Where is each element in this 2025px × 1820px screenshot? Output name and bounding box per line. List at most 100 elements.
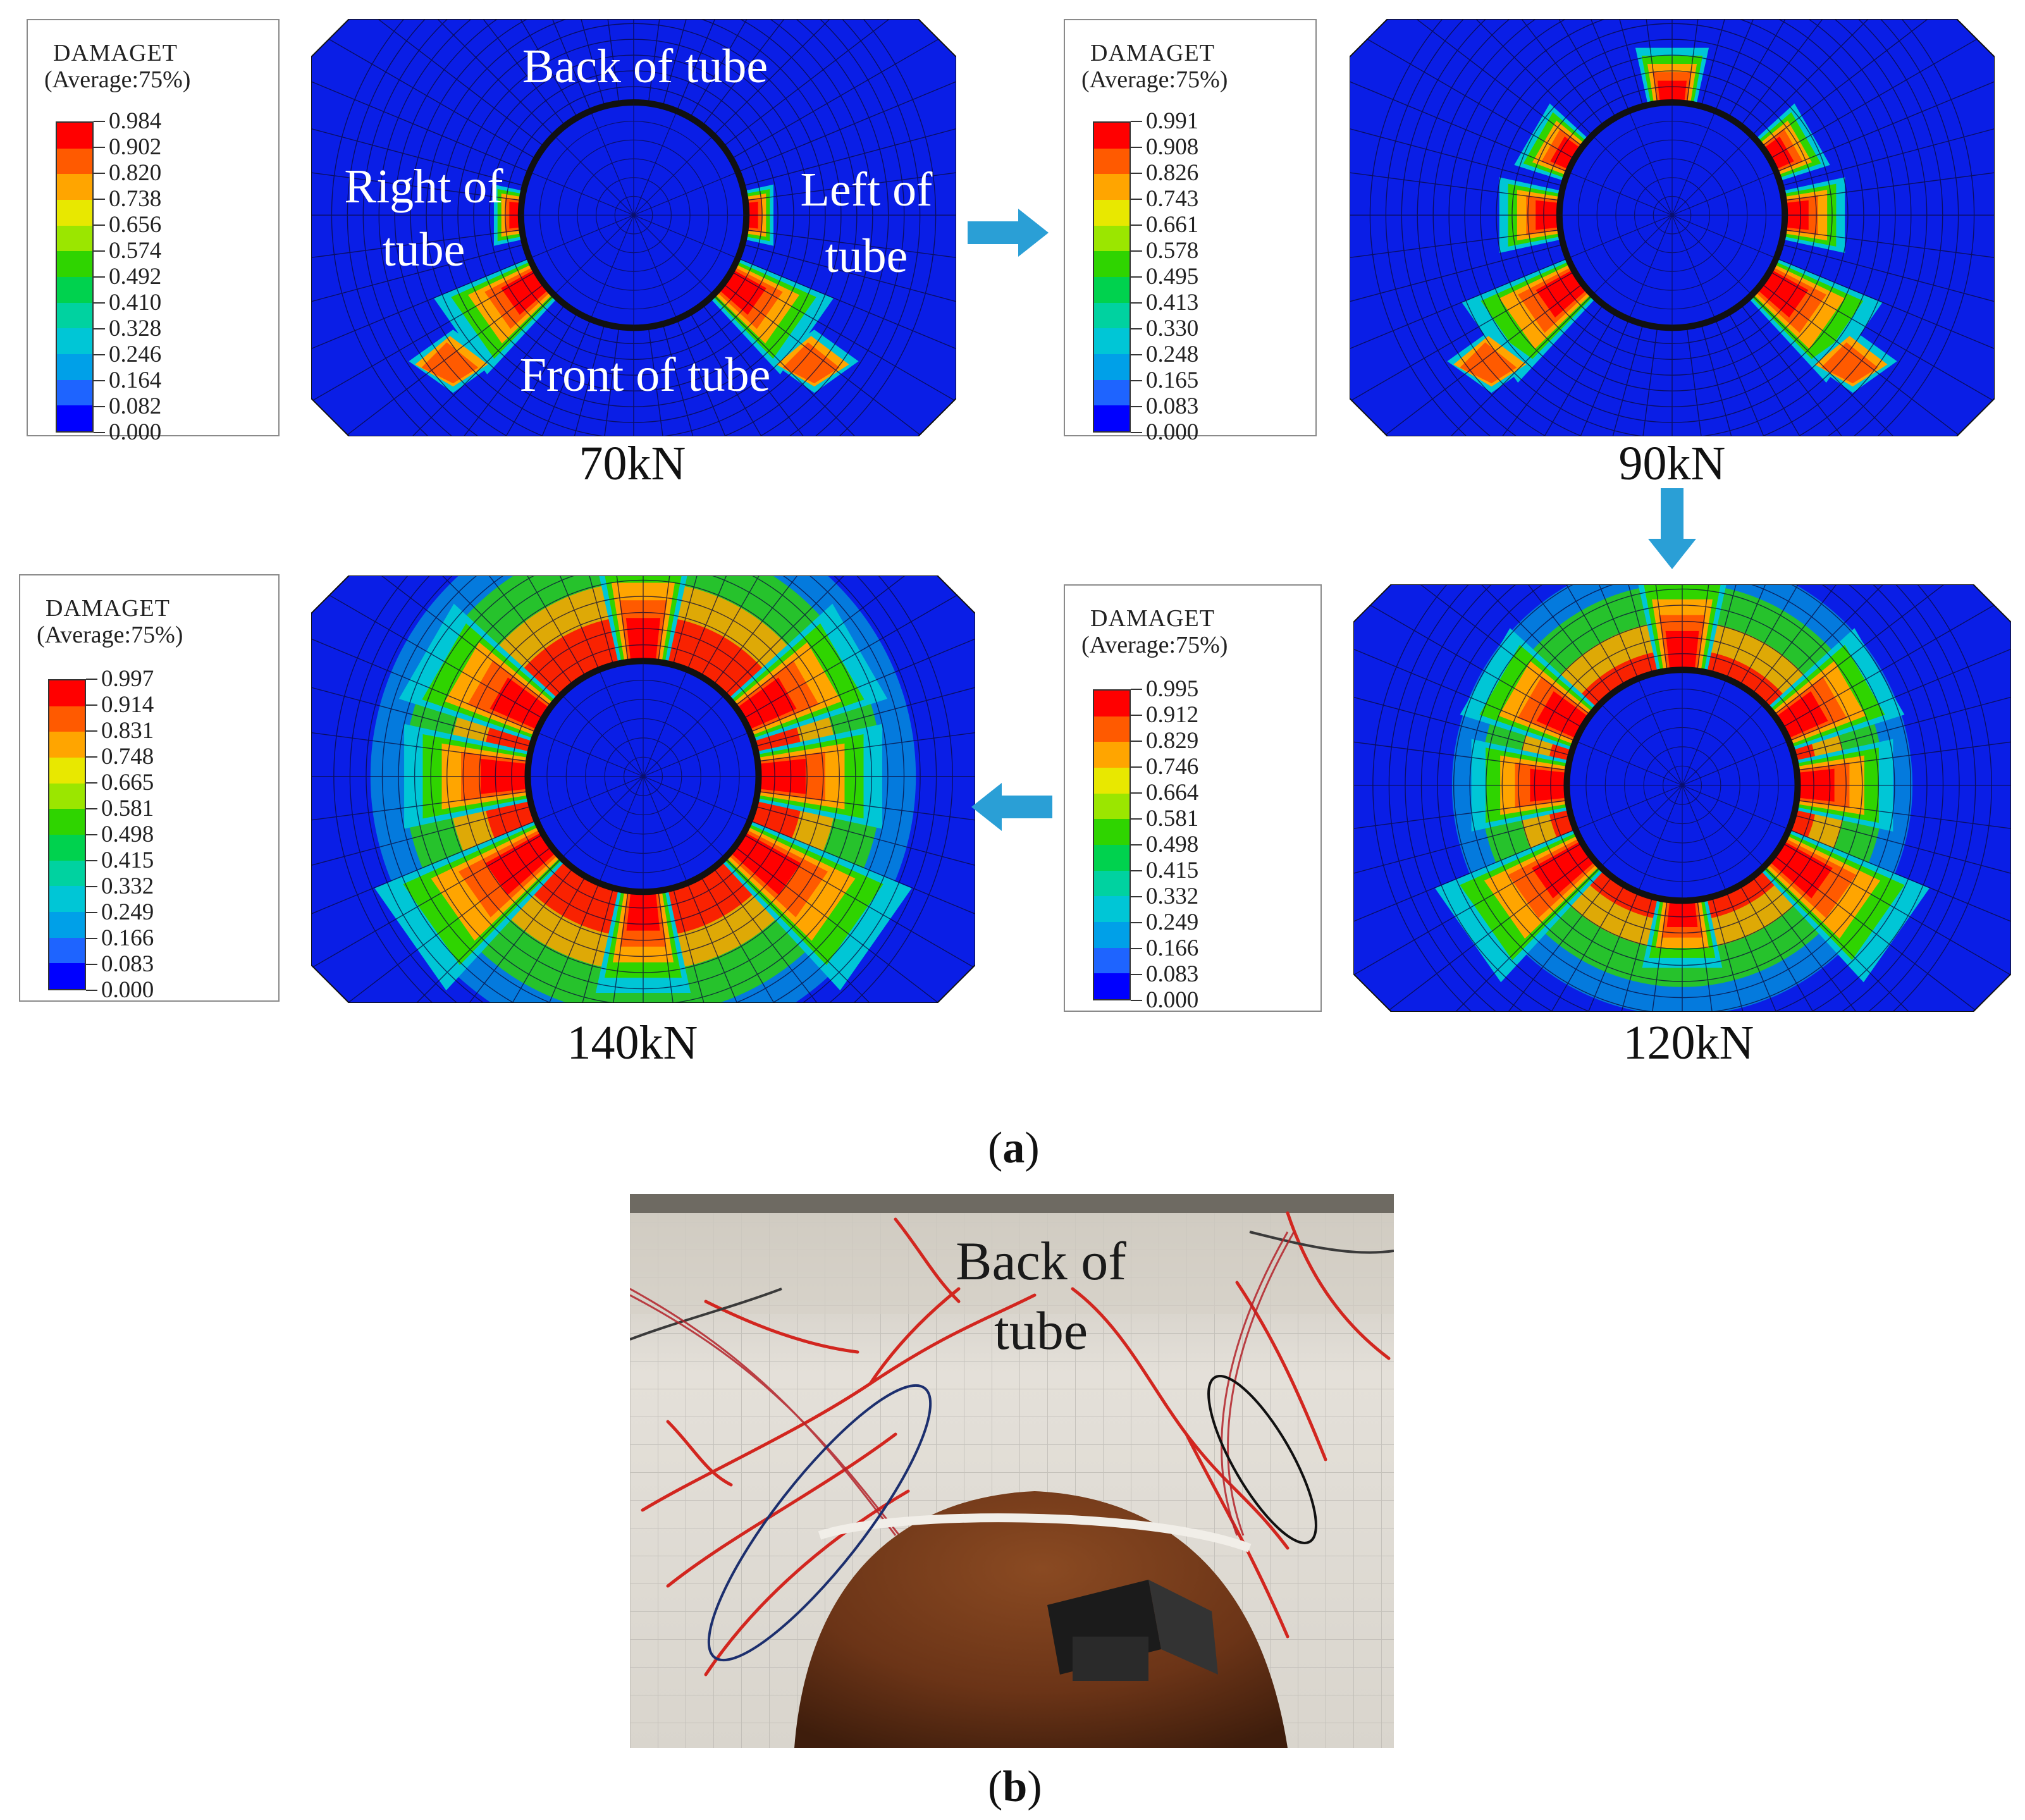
legend-value: 0.164 [109, 367, 162, 393]
legend-color-band [57, 123, 92, 149]
tube-mesh [520, 102, 747, 328]
label-front-of-tube: Front of tube [519, 348, 771, 402]
legend-tick [94, 302, 105, 304]
legend-value: 0.166 [1146, 935, 1199, 961]
legend-subtitle: (Average:75%) [37, 622, 183, 648]
legend-tick [94, 173, 105, 174]
legend-value: 0.746 [1146, 754, 1199, 780]
legend-color-band [57, 379, 92, 406]
damage-region [1460, 342, 1517, 384]
legend-value: 0.831 [101, 718, 154, 744]
legend-value: 0.829 [1146, 728, 1199, 754]
legend-value: 0.328 [109, 316, 162, 341]
damage-region [1532, 842, 1594, 899]
legend-tick [1131, 432, 1142, 433]
legend-tick [1131, 199, 1142, 200]
damage-region [1536, 270, 1586, 318]
legend-tick [86, 756, 97, 758]
legend-value: 0.908 [1146, 134, 1199, 160]
load-label-90kn: 90kN [1618, 437, 1726, 490]
legend-tick [1131, 173, 1142, 174]
legend-value: 0.166 [101, 925, 154, 951]
legend-value: 0.495 [1146, 264, 1199, 290]
damage-region [1550, 136, 1580, 169]
damage-region [720, 270, 766, 315]
legend-tick [1131, 250, 1142, 252]
legend-subtitle: (Average:75%) [44, 66, 191, 93]
damage-region [421, 342, 479, 384]
legend-tick [94, 276, 105, 278]
tube-mesh [527, 661, 759, 892]
legend-color-band [1094, 767, 1129, 794]
arrow-right-icon [968, 209, 1049, 257]
legend-value: 0.330 [1146, 316, 1199, 341]
label-right-of-tube-line1: Right of [344, 160, 503, 213]
legend-color-band [1094, 123, 1129, 149]
damage-region [732, 833, 801, 895]
legend-color-band [57, 225, 92, 252]
arrow-shape [1648, 488, 1696, 569]
legend-color-band [1094, 354, 1129, 380]
legend-value: 0.246 [109, 341, 162, 367]
legend-value: 0.661 [1146, 212, 1199, 238]
legend-tick [94, 199, 105, 200]
legend-tick [94, 250, 105, 252]
legend-tick [94, 380, 105, 381]
legend-tick [86, 886, 97, 887]
legend-color-band [1094, 691, 1129, 716]
damage-region [501, 270, 548, 315]
arrow-left-icon [971, 783, 1052, 831]
caption-paren-open: ( [988, 1762, 1003, 1811]
legend-tick [94, 354, 105, 355]
legend-tick [94, 121, 105, 122]
legend-tick [1131, 689, 1142, 690]
mesh-grid [1350, 19, 1995, 436]
label-left-of-tube-line1: Left of [800, 163, 933, 216]
legend-tick [94, 147, 105, 148]
mesh-plot [1353, 584, 2012, 1012]
legend-value: 0.574 [109, 238, 162, 264]
load-label-140kn: 140kN [567, 1016, 698, 1069]
legend-color-band [1094, 276, 1129, 303]
legend-tick [1131, 354, 1142, 355]
legend-color-band [49, 706, 85, 732]
tube-rim [818, 1513, 1252, 1553]
legend-color-band [1094, 742, 1129, 768]
legend-tick [1131, 766, 1142, 768]
legend-color-band [57, 276, 92, 303]
legend-color-band [57, 405, 92, 431]
tube-mesh [1566, 670, 1798, 901]
damage-region [782, 342, 840, 384]
arrow-shape [968, 209, 1049, 257]
damage-contour-140kn [311, 575, 976, 1004]
caption-letter: b [1002, 1762, 1028, 1811]
legend-color-band [57, 199, 92, 226]
legend-title: DAMAGET [46, 595, 170, 622]
legend-value: 0.581 [1146, 806, 1199, 832]
legend-tick [86, 834, 97, 835]
damage-region [1821, 342, 1878, 384]
crack-highlight-ellipse-right [1207, 1375, 1317, 1544]
legend-value: 0.332 [1146, 883, 1199, 909]
legend-subtitle: (Average:75%) [1081, 632, 1228, 658]
legend-color-band [1094, 225, 1129, 252]
mesh-plot [311, 575, 976, 1004]
legend-value: 0.083 [101, 951, 154, 977]
legend-color-band [57, 354, 92, 380]
legend-value: 0.083 [1146, 393, 1199, 419]
damage-region [1536, 691, 1587, 738]
legend-tick [1131, 302, 1142, 304]
legend-color-band [1094, 819, 1129, 845]
legend-70kn: DAMAGET (Average:75%) 0.984 0.902 0.820 0.7… [27, 19, 280, 444]
legend-color-bar [1093, 121, 1131, 433]
mesh-plot [311, 18, 957, 437]
mesh-grid [311, 575, 975, 1003]
load-label-70kn: 70kN [579, 437, 686, 490]
legend-tick [94, 328, 105, 329]
legend-value: 0.000 [109, 419, 162, 445]
damage-region [1764, 136, 1794, 169]
legend-tick [86, 730, 97, 732]
damage-region [485, 833, 555, 895]
legend-tick [86, 860, 97, 861]
legend-tick [94, 432, 105, 433]
